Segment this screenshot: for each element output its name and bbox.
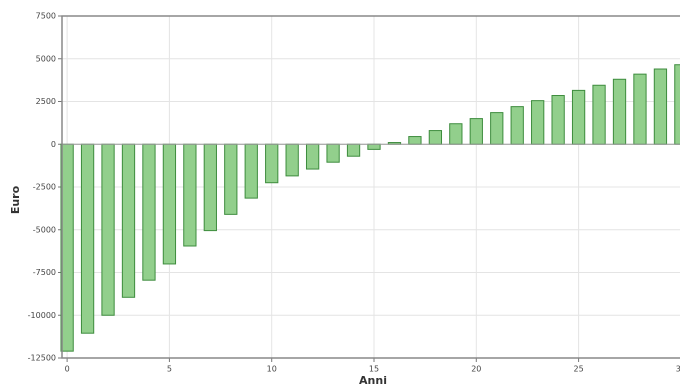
bar [60,143,74,352]
y-tick-label: -2500 [33,183,56,192]
bar [224,143,238,215]
y-tick-label: -5000 [33,225,56,234]
bar [265,143,279,184]
y-tick-label: 2500 [36,97,56,106]
bar [367,143,381,150]
bar [551,95,565,145]
x-tick-label: 30 [676,365,680,374]
bar [408,136,422,145]
x-tick-label: 5 [167,365,172,374]
x-tick-label: 0 [65,365,70,374]
x-tick-label: 25 [573,365,583,374]
bar [162,143,177,265]
x-tick-label: 10 [267,365,277,374]
y-tick-label: 5000 [36,54,56,63]
bar [285,143,299,177]
bar [612,78,627,145]
bar [121,143,136,298]
bar [510,106,524,145]
bar [674,64,680,145]
bar [428,130,443,145]
bar [244,143,258,199]
bar [142,143,156,281]
y-tick-label: -10000 [28,311,56,320]
bar [305,143,320,170]
y-tick-label: 7500 [36,12,56,21]
bar [326,143,340,163]
bar [469,118,483,145]
x-axis-label: Anni [359,374,387,387]
bar [183,143,197,247]
bar [571,89,586,145]
bar [346,143,361,157]
bar [531,100,545,145]
plot-frame [61,15,680,359]
y-tick-label: 0 [51,140,56,149]
bar [592,84,606,145]
bar [633,73,647,145]
x-tick-label: 15 [369,365,379,374]
x-tick-label: 20 [471,365,481,374]
y-tick-label: -7500 [33,268,56,277]
bar [490,112,504,145]
bar [101,143,115,316]
bar [653,68,668,145]
y-axis-label: Euro [9,185,22,214]
y-tick-label: -12500 [28,354,56,363]
bar [80,143,95,334]
bar [203,143,217,232]
bar [449,123,463,145]
